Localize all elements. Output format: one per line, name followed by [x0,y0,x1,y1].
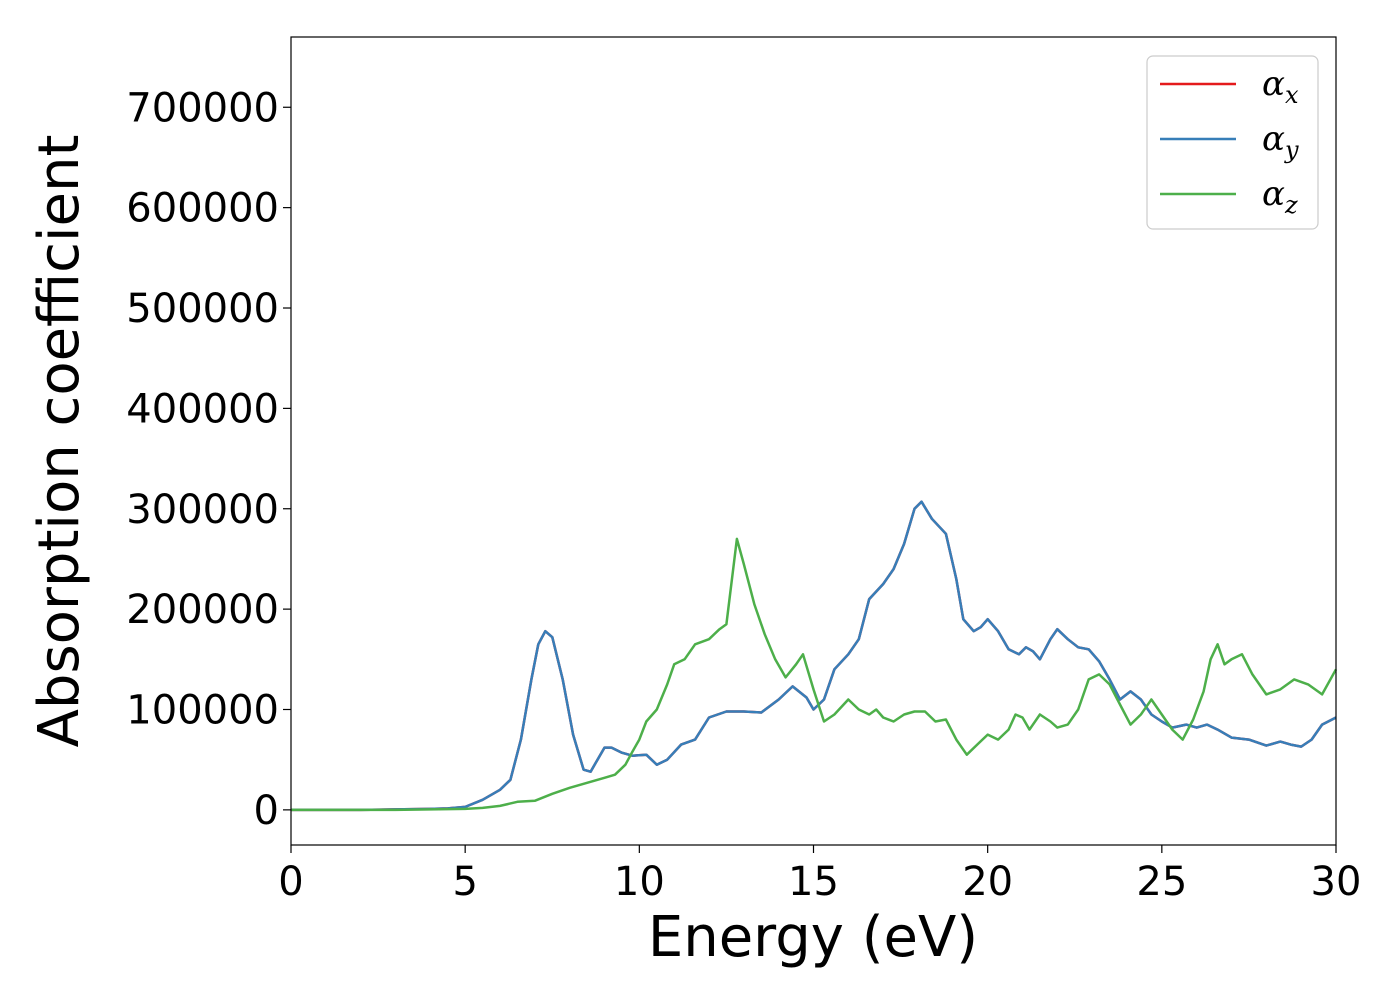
legend-label-y: αy [1262,119,1299,164]
y-tick-label: 0 [254,788,279,834]
y-axis-title: Absorption coefficient [27,135,92,748]
x-axis-title: Energy (eV) [648,905,978,970]
y-tick-label: 300000 [126,487,279,533]
y-tick-label: 600000 [126,186,279,232]
x-axis-ticks: 0 5 10 15 20 25 30 [278,845,1361,905]
x-tick-label: 0 [278,859,303,905]
x-tick-label: 20 [962,859,1013,905]
x-tick-label: 10 [614,859,665,905]
x-tick-label: 15 [788,859,839,905]
y-tick-label: 100000 [126,687,279,733]
series-layer [291,500,1338,812]
y-tick-label: 200000 [126,587,279,633]
x-tick-label: 25 [1136,859,1187,905]
y-tick-label: 700000 [126,85,279,131]
x-tick-label: 30 [1311,859,1362,905]
series-line-z [291,537,1338,812]
series-line-y [291,500,1337,812]
legend-box [1146,55,1319,230]
y-axis-ticks: 0 100000 200000 300000 400000 500000 600000 700… [126,85,291,834]
y-tick-label: 400000 [126,386,279,432]
y-tick-label: 500000 [126,286,279,332]
x-tick-label: 5 [452,859,477,905]
